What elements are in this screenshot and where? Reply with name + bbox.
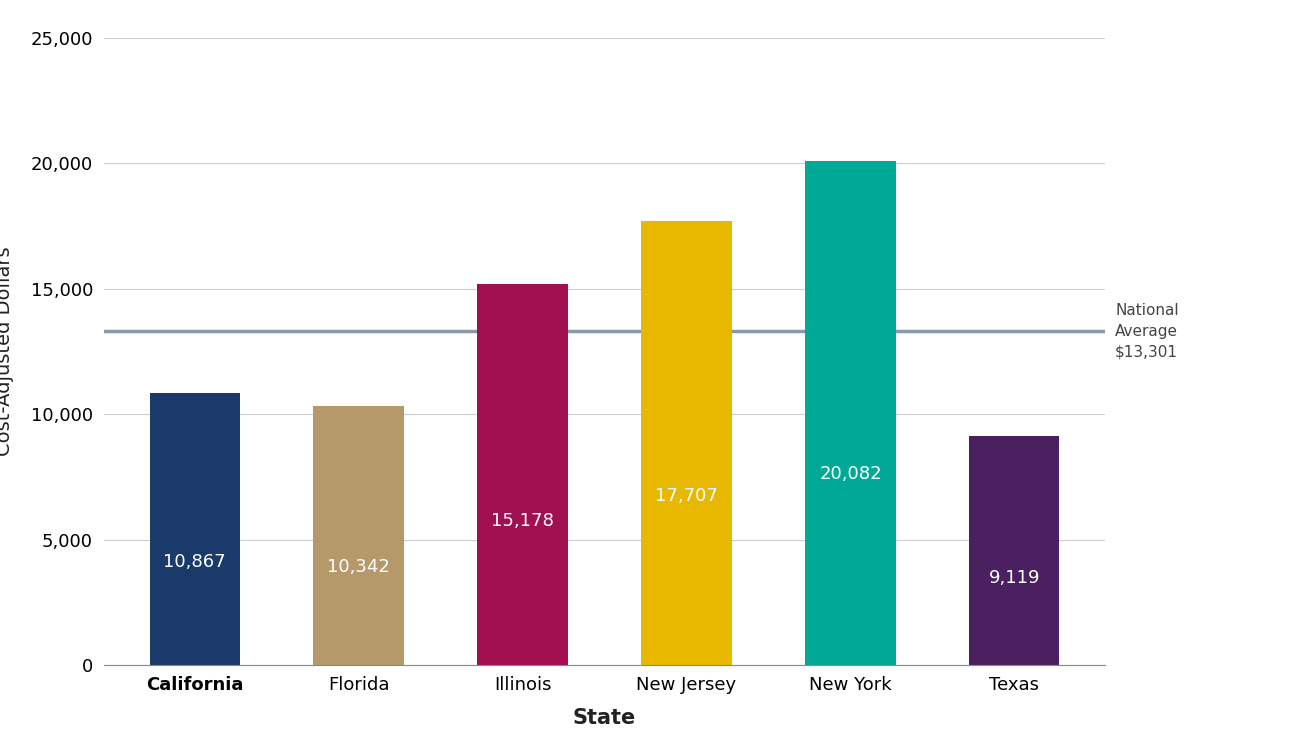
Text: 17,707: 17,707 xyxy=(655,488,718,506)
Bar xyxy=(641,221,732,665)
Bar xyxy=(313,406,403,665)
Bar xyxy=(806,161,896,665)
Bar xyxy=(970,436,1060,665)
Bar xyxy=(477,284,568,665)
X-axis label: State: State xyxy=(573,708,636,728)
Text: 9,119: 9,119 xyxy=(989,569,1040,587)
Text: 20,082: 20,082 xyxy=(819,465,881,483)
Text: National
Average
$13,301: National Average $13,301 xyxy=(1115,303,1179,360)
Text: 15,178: 15,178 xyxy=(491,512,554,529)
Text: 10,342: 10,342 xyxy=(328,558,390,575)
Text: 10,867: 10,867 xyxy=(164,553,226,571)
Bar xyxy=(150,392,239,665)
Y-axis label: Cost-Adjusted Dollars: Cost-Adjusted Dollars xyxy=(0,246,14,457)
